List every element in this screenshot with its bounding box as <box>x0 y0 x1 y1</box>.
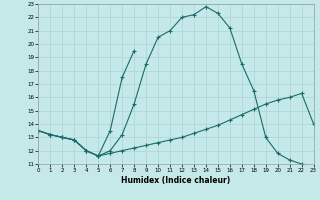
X-axis label: Humidex (Indice chaleur): Humidex (Indice chaleur) <box>121 176 231 185</box>
